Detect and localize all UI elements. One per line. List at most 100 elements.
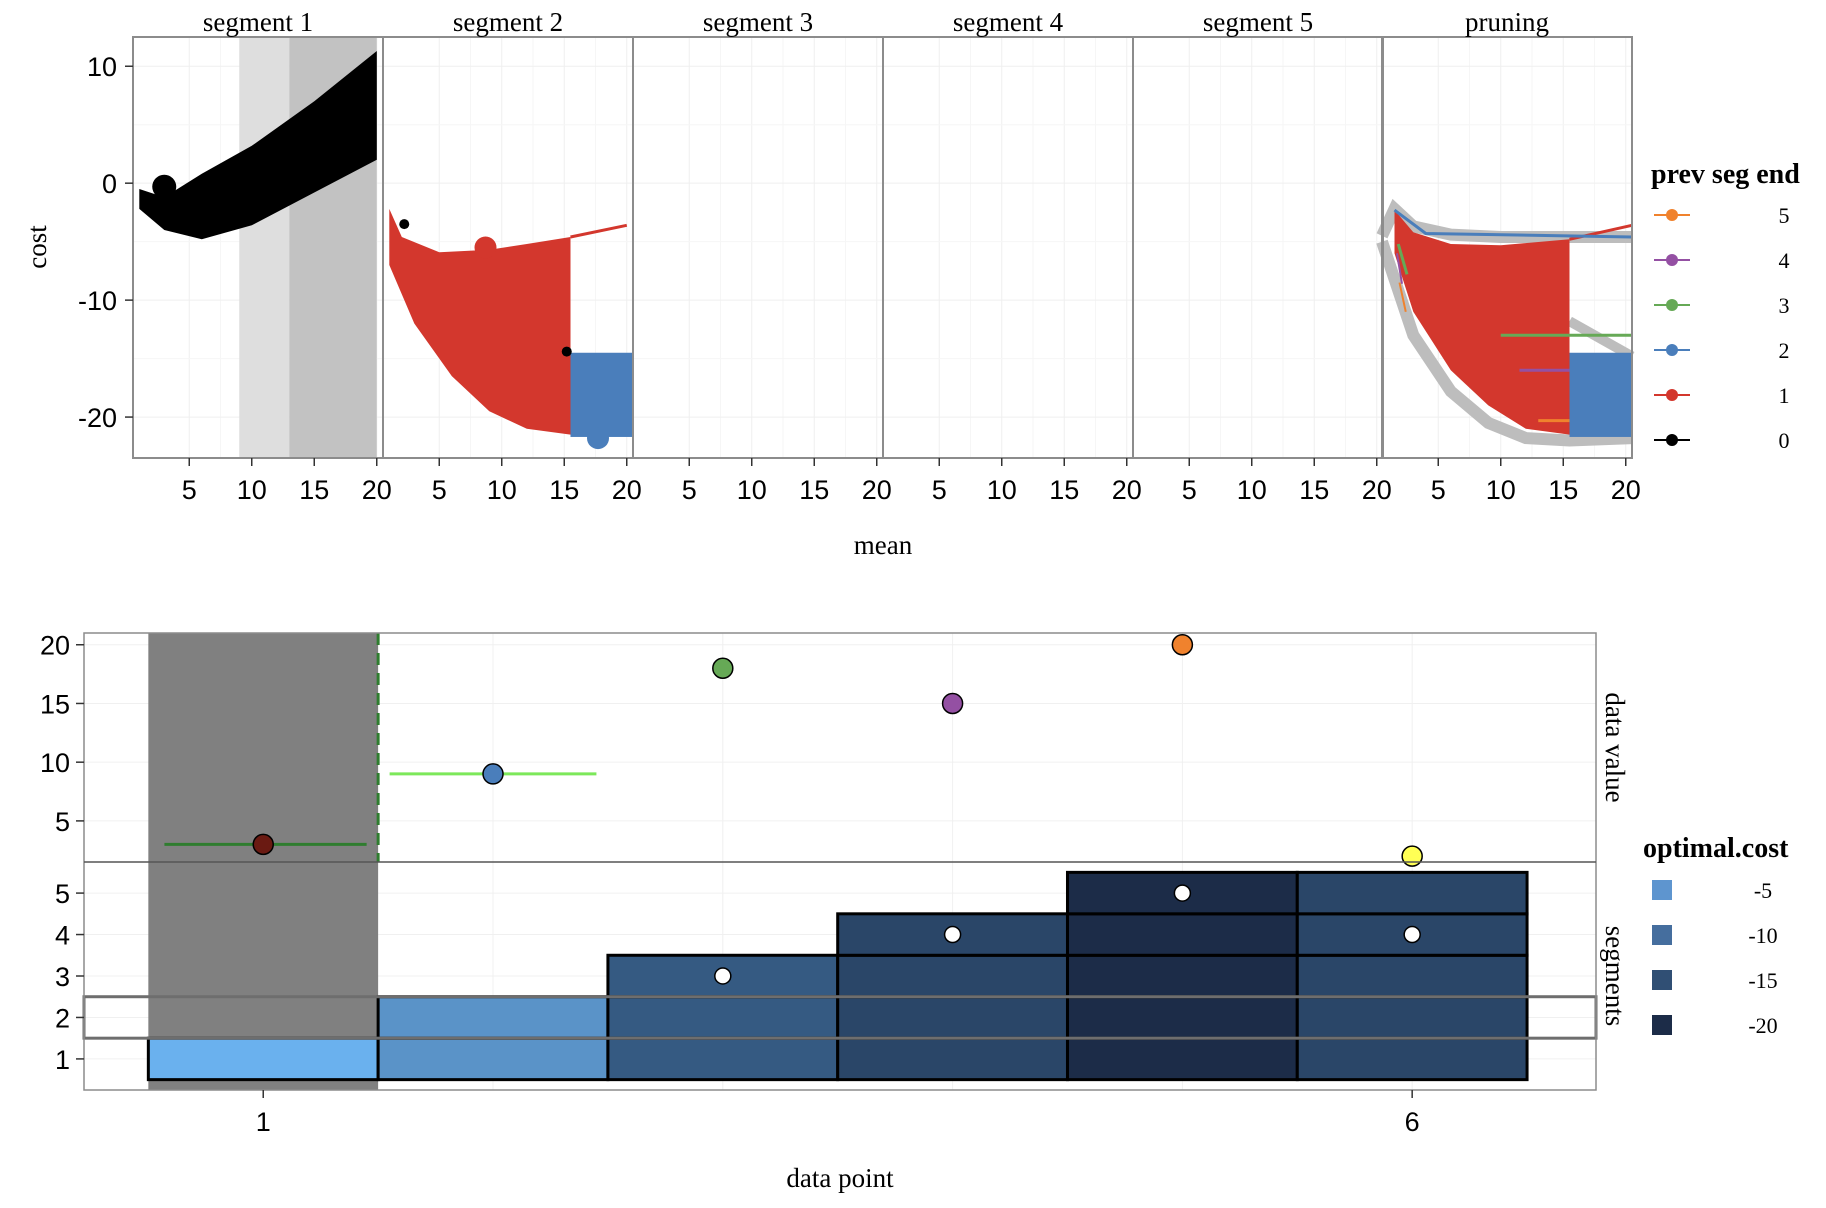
x-tick-label: 1 — [256, 1107, 271, 1137]
min-point-prev-1 — [474, 236, 497, 259]
cost-tile — [836, 995, 1069, 1040]
x-tick-label: 10 — [237, 475, 267, 505]
bottom-chart: 5 10 15 20 1 2 3 4 5 1 6 data value segments data poi… — [40, 631, 1630, 1193]
x-tick-label: 15 — [549, 475, 579, 505]
legend-key-dot — [1666, 209, 1678, 221]
legend-title: prev seg end — [1651, 159, 1800, 190]
x-tick-label: 10 — [987, 475, 1017, 505]
x-tick-label: 5 — [1182, 475, 1197, 505]
x-tick-label: 20 — [1611, 475, 1641, 505]
cost-tile — [836, 1036, 1069, 1082]
cost-tile — [1295, 1036, 1529, 1082]
cost-band-prev-0 — [139, 51, 377, 240]
y-tick-label: 5 — [55, 807, 70, 837]
legend-label: 1 — [1779, 383, 1790, 408]
y-tick-label: 10 — [87, 52, 117, 82]
x-tick-label: 10 — [487, 475, 517, 505]
cost-tile — [1295, 953, 1529, 999]
x-tick-label: 10 — [1486, 475, 1516, 505]
y-tick-label: 20 — [40, 631, 70, 661]
cost-tile — [606, 1036, 840, 1082]
data-point-marker — [399, 219, 410, 230]
cost-tile — [1065, 1036, 1299, 1082]
x-axis-title: data point — [786, 1163, 894, 1193]
facet-strip-label: segment 1 — [203, 7, 313, 37]
optimal-point — [943, 925, 962, 944]
x-tick-label: 10 — [1237, 475, 1267, 505]
y-tick-label: -10 — [78, 286, 117, 316]
x-tick-label: 20 — [1112, 475, 1142, 505]
x-tick-label: 5 — [182, 475, 197, 505]
panel-bg — [883, 37, 1133, 458]
x-tick-label: 20 — [862, 475, 892, 505]
shade-light — [239, 37, 290, 458]
y-tick-label: 5 — [55, 879, 70, 909]
cost-band-prev-1 — [389, 208, 571, 435]
legend-key-dot — [1666, 389, 1678, 401]
y-tick-label: 4 — [55, 921, 70, 951]
x-tick-label: 20 — [1362, 475, 1392, 505]
data-value-point — [482, 763, 504, 785]
x-tick-label: 15 — [799, 475, 829, 505]
facet-strip-label: data value — [1600, 692, 1630, 802]
y-tick-label: 15 — [40, 689, 70, 719]
x-tick-label: 10 — [737, 475, 767, 505]
data-value-point — [1401, 845, 1423, 867]
y-tick-label: -20 — [78, 403, 117, 433]
cost-tile — [1065, 995, 1299, 1040]
cost-tile — [1295, 870, 1529, 916]
x-tick-label: 15 — [1548, 475, 1578, 505]
data-value-point — [1171, 633, 1194, 656]
min-point-prev-2 — [587, 427, 609, 450]
x-tick-label: 15 — [1049, 475, 1079, 505]
y-tick-label: 10 — [40, 748, 70, 778]
min-point-prev-0 — [152, 174, 177, 199]
optimal-point — [1173, 884, 1192, 902]
optimal-point — [1403, 925, 1421, 944]
x-tick-label: 5 — [932, 475, 947, 505]
cost-tile — [1295, 995, 1529, 1040]
pruning-gray-lower — [1376, 239, 1633, 447]
x-tick-label: 20 — [612, 475, 642, 505]
x-tick-label: 6 — [1405, 1107, 1420, 1137]
panel-border — [1381, 36, 1633, 459]
x-tick-label: 5 — [1431, 475, 1446, 505]
cost-tile — [606, 995, 840, 1040]
legend-key-dot — [1666, 254, 1678, 266]
y-tick-label: 1 — [55, 1045, 70, 1075]
cost-tile — [836, 953, 1069, 999]
pruning-band-prev-2 — [1569, 352, 1632, 437]
panel-bg — [633, 37, 883, 458]
data-point-marker — [561, 346, 572, 357]
top-legend: prev seg end 5 4 3 2 1 0 — [1651, 159, 1800, 453]
cost-tile — [1065, 912, 1299, 957]
cost-tile — [376, 995, 610, 1040]
pruning-band-prev-1 — [1394, 210, 1570, 435]
legend-key-dot — [1666, 434, 1678, 446]
data-value-point — [712, 657, 734, 679]
panel-bg — [1133, 37, 1383, 458]
cost-band-prev-2 — [570, 352, 633, 437]
y-tick-label: 2 — [55, 1003, 70, 1033]
facet-strip-label: segment 4 — [953, 7, 1064, 37]
legend-title: optimal.cost — [1643, 833, 1789, 864]
legend-label: -5 — [1754, 878, 1772, 903]
facet-strip-label: segment 5 — [1203, 7, 1313, 37]
legend-key-swatch — [1652, 1015, 1672, 1035]
bottom-legend: optimal.cost -5 -10 -15 -20 — [1643, 833, 1789, 1038]
data-value-point — [252, 833, 274, 856]
pruning-line-prev-2 — [1393, 208, 1633, 239]
x-axis-title: mean — [854, 530, 913, 560]
facet-strip-label: segments — [1600, 926, 1630, 1027]
legend-key-swatch — [1652, 925, 1672, 945]
data-value-point — [941, 692, 964, 715]
legend-label: 2 — [1779, 338, 1790, 363]
facet-strip-label: segment 3 — [703, 7, 813, 37]
cost-tile — [376, 1036, 610, 1082]
pruning-gray-diagonal — [1567, 316, 1635, 361]
legend-label: 5 — [1779, 203, 1790, 228]
x-tick-label: 5 — [682, 475, 697, 505]
pruning-line-prev-5-left — [1398, 282, 1407, 313]
facet-strip-label: pruning — [1465, 7, 1549, 37]
